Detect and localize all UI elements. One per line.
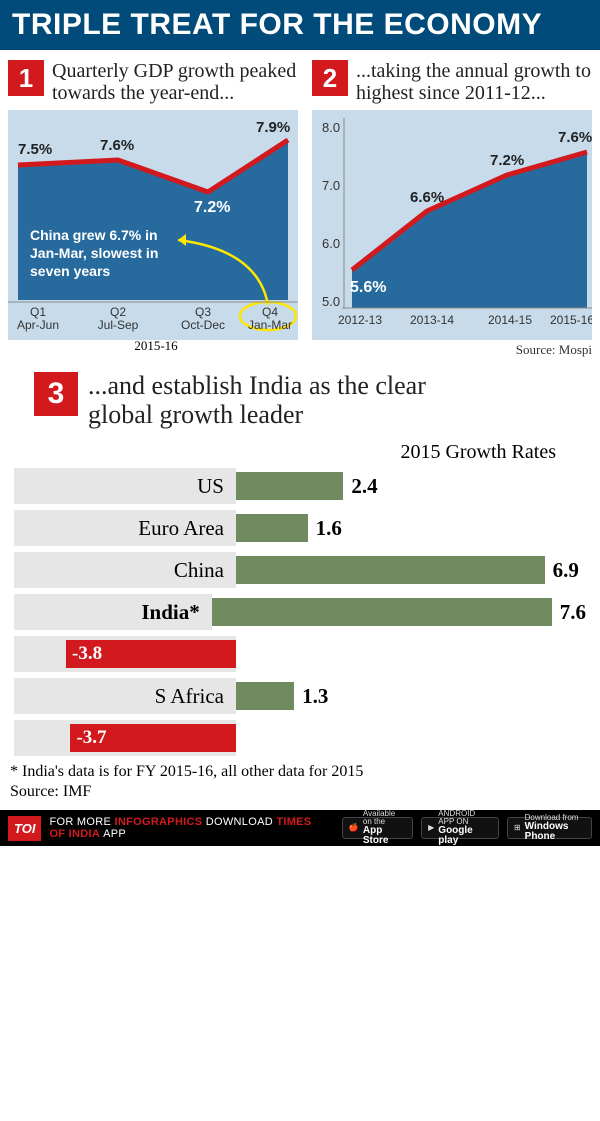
svg-text:Q2: Q2 (110, 305, 126, 319)
svg-text:2012-13: 2012-13 (338, 313, 382, 327)
svg-text:Jul-Sep: Jul-Sep (98, 318, 139, 332)
bar-area: 6.9 (236, 552, 586, 588)
appstore-badge[interactable]: 🍎 Available on theApp Store (342, 817, 413, 839)
bar-area: -3.8 (236, 636, 586, 672)
bar-row: US 2.4 (14, 468, 586, 504)
svg-text:2015-16: 2015-16 (550, 313, 592, 327)
c2-pt1: 5.6% (350, 279, 386, 296)
svg-text:Oct-Dec: Oct-Dec (181, 318, 225, 332)
bar-row: Russia-3.7 (14, 720, 586, 756)
chart1-year: 2015-16 (8, 338, 304, 354)
growth-bars: 2015 Growth Rates US 2.4 Euro Area 1.6 China… (14, 441, 586, 756)
bar-value: -3.8 (72, 643, 102, 665)
bar-positive (212, 598, 552, 626)
svg-text:2014-15: 2014-15 (488, 313, 532, 327)
section-3-text: ...and establish India as the clear glob… (88, 372, 468, 429)
svg-text:7.0: 7.0 (322, 178, 340, 193)
c1-callout-l1: China grew 6.7% in (30, 227, 158, 243)
windows-badge[interactable]: ⊞ Download fromWindows Phone (507, 817, 592, 839)
bar-label: S Africa (14, 678, 236, 714)
c1-callout-l3: seven years (30, 263, 110, 279)
bar-value: 2.4 (351, 474, 377, 499)
bar-label: US (14, 468, 236, 504)
footer-bar: TOI FOR MORE INFOGRAPHICS DOWNLOAD TIMES… (0, 810, 600, 846)
c2-pt3: 7.2% (490, 152, 524, 169)
c1-pt2: 7.6% (100, 137, 134, 154)
section-1: 1 Quarterly GDP growth peaked towards th… (8, 60, 304, 358)
bars-title: 2015 Growth Rates (14, 441, 556, 464)
bar-value: 1.6 (316, 516, 342, 541)
c1-pt3: 7.2% (194, 199, 230, 216)
svg-text:Q3: Q3 (195, 305, 211, 319)
svg-text:Apr-Jun: Apr-Jun (17, 318, 59, 332)
windows-icon: ⊞ (514, 824, 521, 832)
bar-positive (236, 682, 294, 710)
svg-text:5.0: 5.0 (322, 294, 340, 309)
bar-row: Brazil-3.8 (14, 636, 586, 672)
chart-1: 7.5% 7.6% 7.2% 7.9% China grew 6.7% in J… (8, 110, 298, 340)
chart-2: 8.0 7.0 6.0 5.0 5.6% 6.6% 7.2% 7.6% 2012… (312, 110, 592, 340)
bar-row: Euro Area 1.6 (14, 510, 586, 546)
chart2-source: Source: Mospi (312, 342, 592, 358)
footnote: * India's data is for FY 2015-16, all ot… (0, 762, 600, 810)
svg-text:2013-14: 2013-14 (410, 313, 454, 327)
section-2-text: ...taking the annual growth to highest s… (356, 60, 592, 104)
svg-text:8.0: 8.0 (322, 120, 340, 135)
svg-text:Q1: Q1 (30, 305, 46, 319)
svg-text:6.0: 6.0 (322, 236, 340, 251)
bar-area: 2.4 (236, 468, 586, 504)
svg-text:Jan-Mar: Jan-Mar (248, 318, 292, 332)
bar-positive (236, 514, 308, 542)
bar-value: 7.6 (560, 600, 586, 625)
apple-icon: 🍎 (349, 824, 359, 832)
bar-label: India* (14, 594, 212, 630)
footer-text: FOR MORE INFOGRAPHICS DOWNLOAD TIMES OF … (49, 816, 325, 840)
bar-positive (236, 472, 343, 500)
infographic-root: TRIPLE TREAT FOR THE ECONOMY 1 Quarterly… (0, 0, 600, 846)
bar-value: -3.7 (76, 727, 106, 749)
c1-callout-l2: Jan-Mar, slowest in (30, 245, 158, 261)
toi-badge: TOI (8, 816, 41, 841)
bar-positive (236, 556, 545, 584)
main-title: TRIPLE TREAT FOR THE ECONOMY (0, 0, 600, 50)
section-1-text: Quarterly GDP growth peaked towards the … (52, 60, 304, 104)
svg-text:Q4: Q4 (262, 305, 278, 319)
badge-1: 1 (8, 60, 44, 96)
play-icon: ▶ (428, 824, 434, 832)
section-3: 3 ...and establish India as the clear gl… (0, 362, 600, 756)
bar-area: 1.6 (236, 510, 586, 546)
googleplay-badge[interactable]: ▶ ANDROID APP ONGoogle play (421, 817, 499, 839)
c2-pt4: 7.6% (558, 129, 592, 146)
bar-label: China (14, 552, 236, 588)
badge-2: 2 (312, 60, 348, 96)
bar-area: 7.6 (212, 594, 586, 630)
bar-area: 1.3 (236, 678, 586, 714)
bar-area: -3.7 (236, 720, 586, 756)
bar-row: India* 7.6 (14, 594, 586, 630)
top-charts-row: 1 Quarterly GDP growth peaked towards th… (0, 50, 600, 362)
bar-value: 6.9 (553, 558, 579, 583)
bar-row: S Africa 1.3 (14, 678, 586, 714)
c1-pt1: 7.5% (18, 141, 52, 158)
badge-3: 3 (34, 372, 78, 416)
c2-pt2: 6.6% (410, 189, 444, 206)
c1-pt4: 7.9% (256, 119, 290, 136)
bar-value: 1.3 (302, 684, 328, 709)
bar-row: China 6.9 (14, 552, 586, 588)
section-2: 2 ...taking the annual growth to highest… (312, 60, 592, 358)
bar-label: Euro Area (14, 510, 236, 546)
